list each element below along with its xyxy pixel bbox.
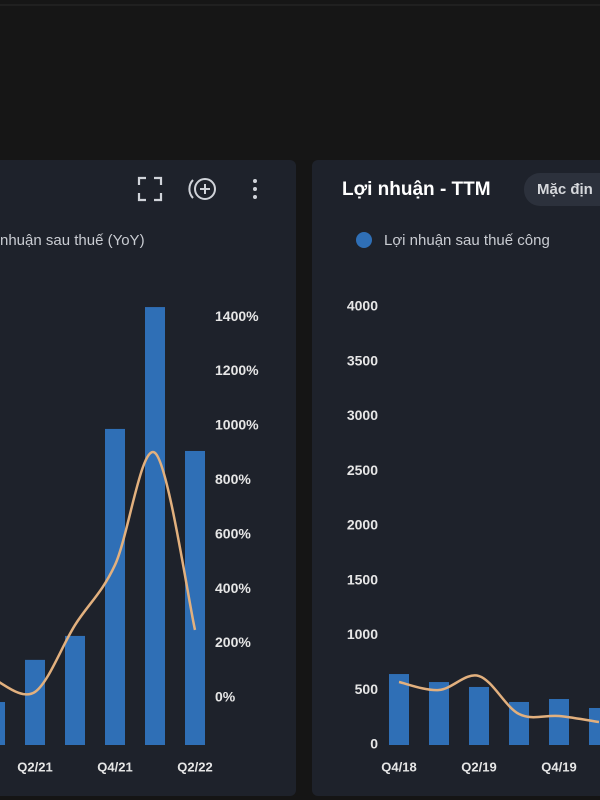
- bar: [25, 659, 45, 745]
- more-icon[interactable]: [253, 179, 257, 199]
- y-tick-label: 1000%: [215, 417, 259, 433]
- x-tick-label: Q4/19: [541, 759, 576, 774]
- y-tick-label: 0: [370, 736, 378, 752]
- bar: [389, 674, 409, 745]
- bar: [509, 701, 529, 745]
- x-tick-label: Q2/21: [17, 759, 52, 774]
- bar: [185, 450, 205, 745]
- top-area: [0, 0, 600, 160]
- legend-marker: [356, 232, 372, 248]
- x-tick-label: Q2/19: [461, 759, 496, 774]
- y-tick-label: 4000: [347, 298, 378, 314]
- bar: [65, 635, 85, 745]
- y-tick-label: 1000: [347, 626, 378, 642]
- panel-right: [312, 160, 600, 796]
- fullscreen-icon[interactable]: [137, 176, 163, 202]
- line: [0, 450, 197, 696]
- y-tick-label: 3500: [347, 352, 378, 368]
- y-tick-label: 1500: [347, 571, 378, 587]
- y-tick-label: 3000: [347, 407, 378, 423]
- y-tick-label: 2500: [347, 462, 378, 478]
- legend-label: nhuận sau thuế (YoY): [0, 232, 145, 249]
- bar: [549, 699, 569, 745]
- y-tick-label: 500: [355, 681, 379, 697]
- y-tick-label: 400%: [215, 580, 251, 596]
- y-tick-label: 800%: [215, 471, 251, 487]
- x-tick-label: Q4/21: [97, 759, 132, 774]
- y-tick-label: 0%: [215, 689, 236, 705]
- chart-left: 0% 200% 400% 600% 800% 1000% 1200% 1400% Q2/21 Q4…: [0, 307, 259, 774]
- add-indicator-icon[interactable]: [188, 178, 216, 200]
- bar: [105, 428, 125, 745]
- badge-text[interactable]: Mặc địn: [537, 181, 593, 198]
- y-tick-label: 2000: [347, 517, 378, 533]
- y-tick-label: 1200%: [215, 362, 259, 378]
- line: [398, 674, 600, 724]
- legend-label: Lợi nhuận sau thuế công: [384, 232, 550, 249]
- chart-title: Lợi nhuận - TTM: [342, 179, 491, 200]
- bar: [589, 707, 600, 745]
- x-tick-label: Q4/18: [381, 759, 416, 774]
- x-tick-label: Q2/22: [177, 759, 212, 774]
- y-tick-label: 200%: [215, 634, 251, 650]
- bar: [0, 702, 5, 745]
- badge[interactable]: [524, 173, 600, 206]
- bar: [469, 686, 489, 745]
- chart-right: 0 500 1000 1500 2000 2500 3000 3500 4000 Q4/18 Q2/…: [347, 298, 600, 774]
- bar: [429, 682, 449, 745]
- y-tick-label: 600%: [215, 525, 251, 541]
- y-tick-label: 1400%: [215, 308, 259, 324]
- bar: [145, 307, 165, 745]
